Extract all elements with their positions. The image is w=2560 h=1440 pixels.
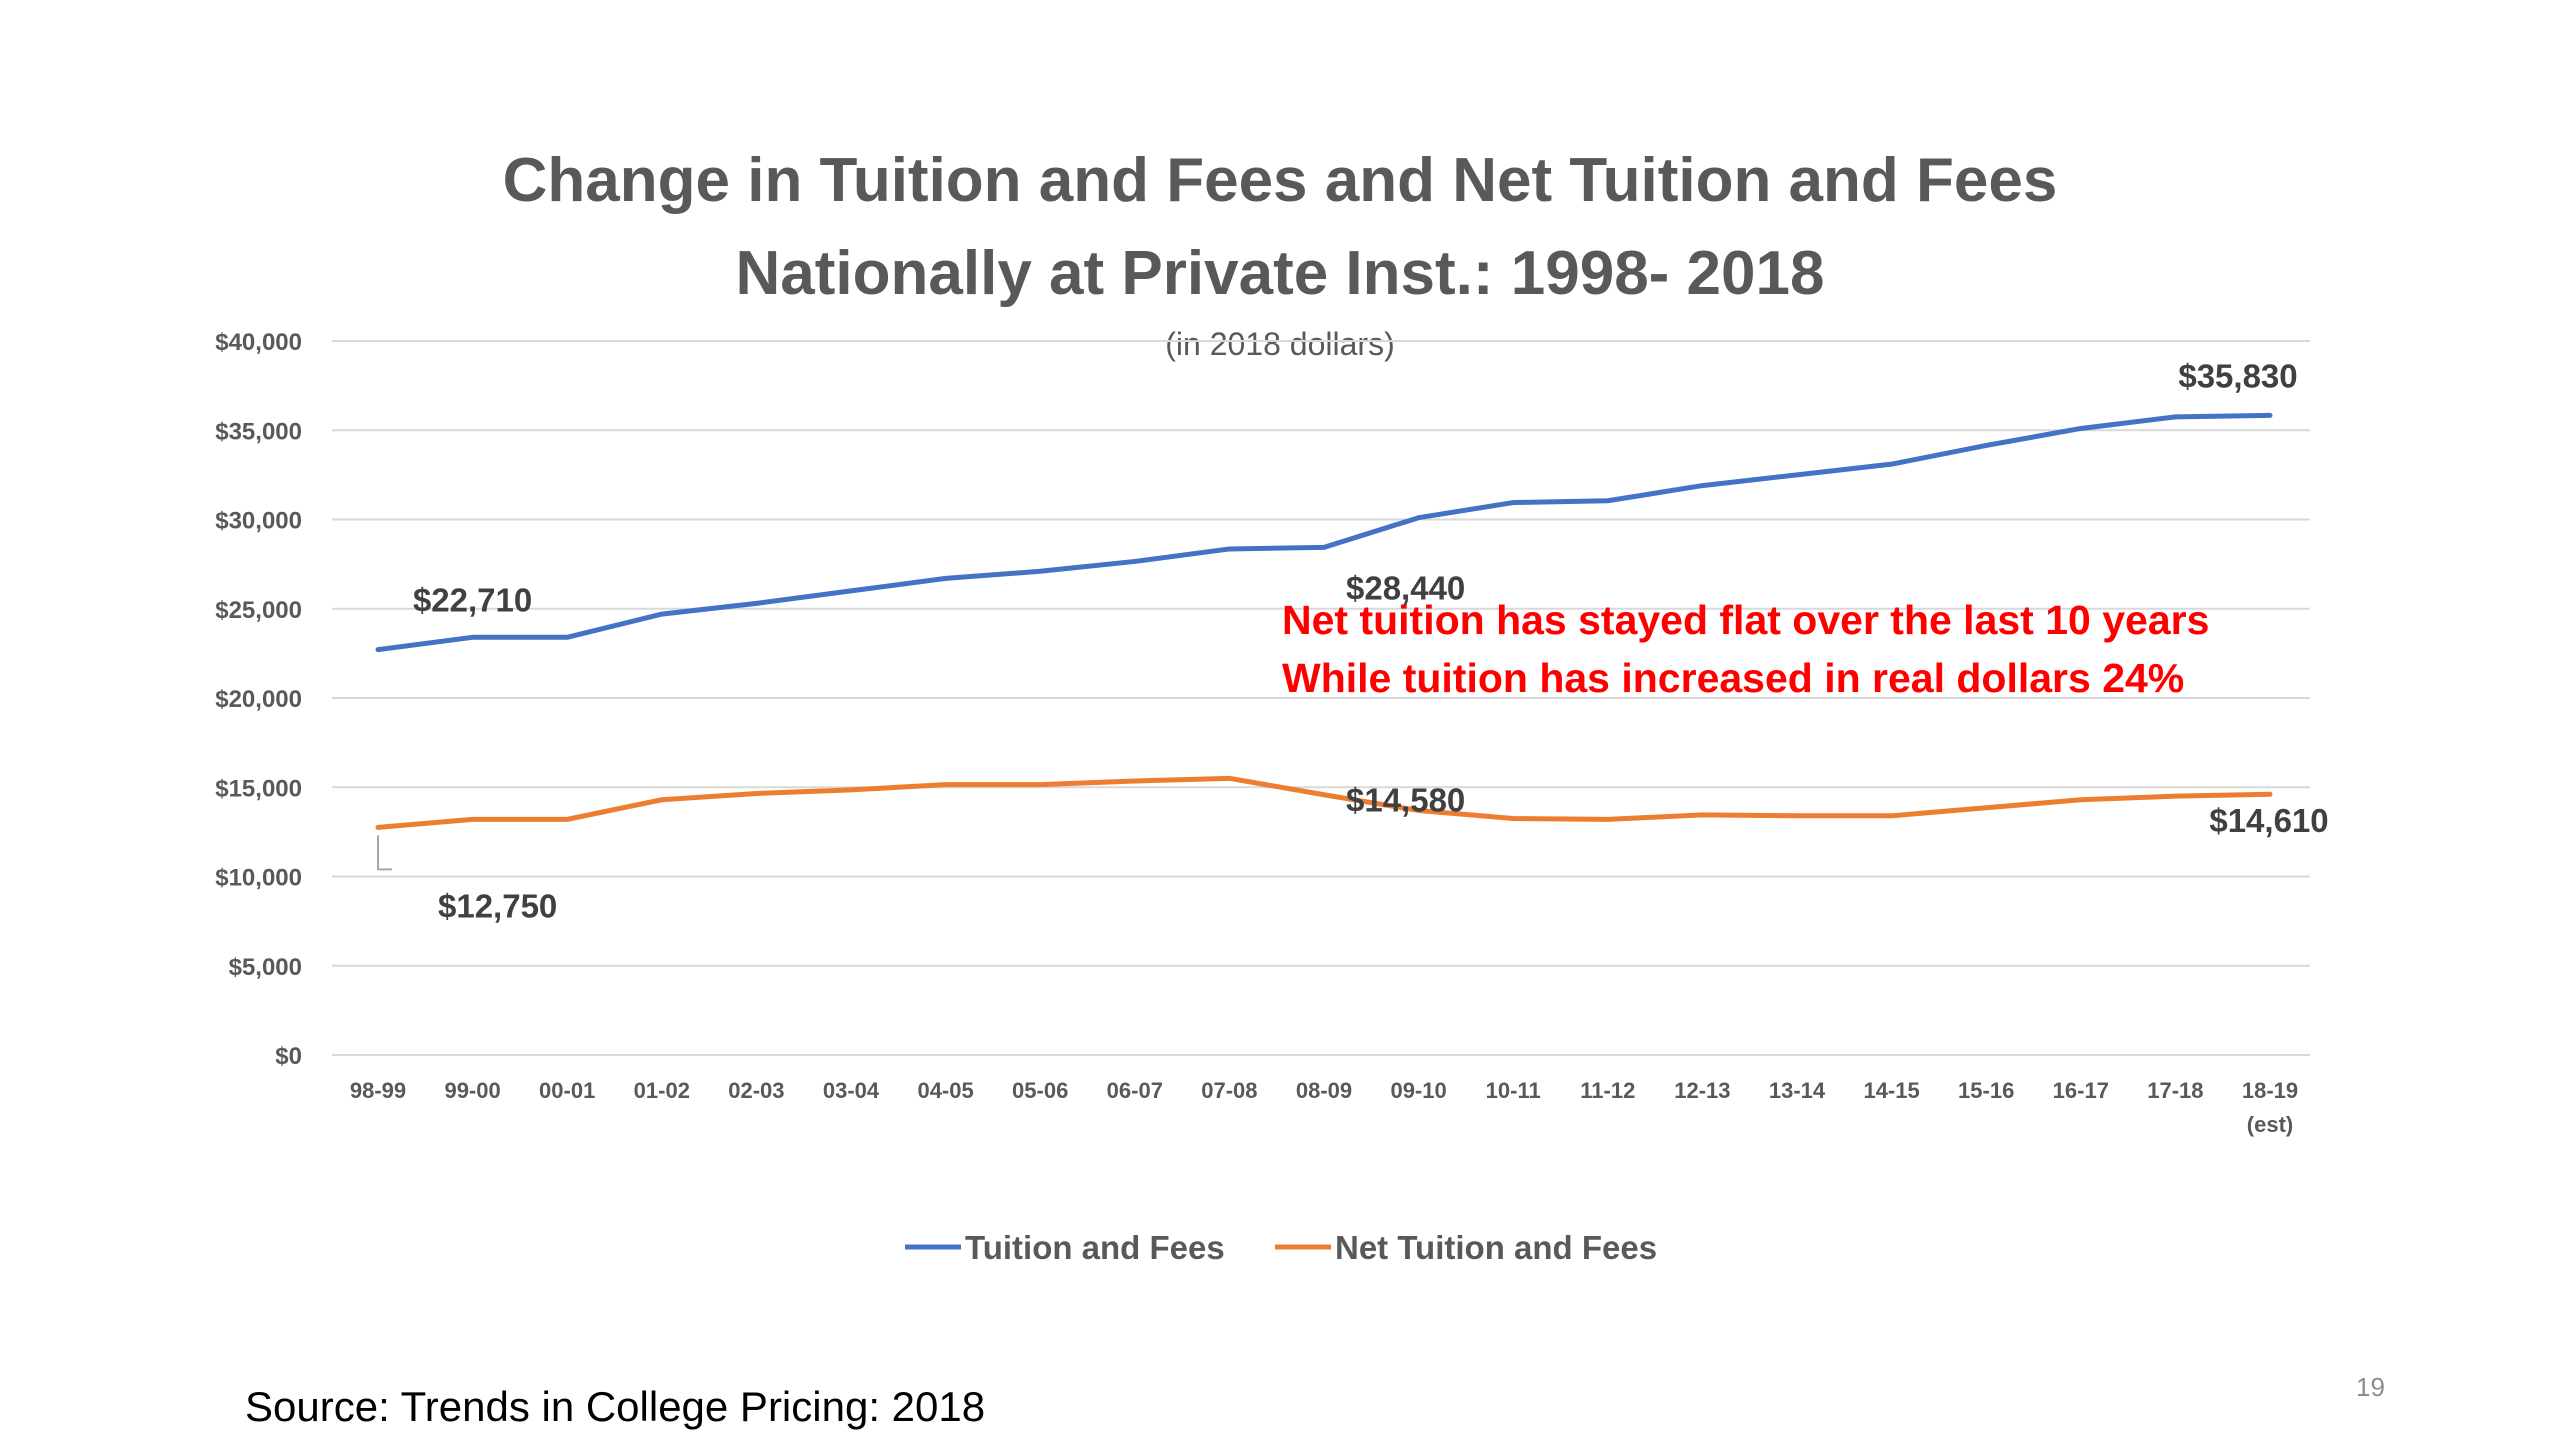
- x-tick-sublabel: (est): [2247, 1112, 2293, 1137]
- x-axis-labels: 98-99 99-00 00-01 01-02 02-03 03-04 04-05 05-06…: [350, 1078, 2298, 1137]
- x-tick-label: 11-12: [1580, 1078, 1635, 1103]
- x-tick-label: 13-14: [1769, 1078, 1826, 1103]
- chart-title-line-1: Change in Tuition and Fees and Net Tuiti…: [502, 146, 2058, 215]
- y-axis-labels: $0 $5,000 $10,000 $15,000 $20,000 $25,000 $30,…: [215, 329, 302, 1070]
- series-lines: [375, 412, 2273, 830]
- x-tick-label: 09-10: [1390, 1078, 1446, 1103]
- series-line-2: [375, 775, 2273, 830]
- legend-label-1: Tuition and Fees: [965, 1229, 1225, 1266]
- x-tick-label: 06-07: [1107, 1078, 1163, 1103]
- x-tick-label: 16-17: [2053, 1078, 2109, 1103]
- page-number: 19: [2356, 1372, 2385, 1402]
- data-label: $14,580: [1346, 782, 1465, 819]
- chart-title-line-2: Nationally at Private Inst.: 1998- 2018: [735, 239, 1825, 308]
- y-tick-label: $10,000: [215, 865, 302, 892]
- source-note: Source: Trends in College Pricing: 2018: [245, 1383, 986, 1430]
- x-tick-label: 01-02: [634, 1078, 690, 1103]
- y-tick-label: $35,000: [215, 418, 302, 445]
- x-tick-label: 98-99: [350, 1078, 406, 1103]
- x-tick-label: 99-00: [444, 1078, 500, 1103]
- data-labels: $22,710 $28,440 $35,830 $12,750 $14,580 $14,6…: [377, 357, 2329, 924]
- x-tick-label: 07-08: [1201, 1078, 1257, 1103]
- x-tick-label: 04-05: [917, 1078, 973, 1103]
- legend-label-2: Net Tuition and Fees: [1335, 1229, 1657, 1266]
- leader-line: [377, 835, 392, 871]
- series-line-1: [375, 412, 2273, 653]
- y-tick-label: $25,000: [215, 597, 302, 624]
- x-tick-label: 15-16: [1958, 1078, 2014, 1103]
- x-tick-label: 17-18: [2147, 1078, 2203, 1103]
- x-tick-label: 10-11: [1486, 1078, 1541, 1103]
- x-tick-label: 05-06: [1012, 1078, 1068, 1103]
- x-tick-label: 03-04: [823, 1078, 880, 1103]
- data-label: $28,440: [1346, 569, 1465, 606]
- y-tick-label: $40,000: [215, 329, 302, 356]
- data-label: $22,710: [413, 581, 532, 618]
- y-tick-label: $30,000: [215, 508, 302, 535]
- x-tick-label: 18-19: [2242, 1078, 2298, 1103]
- x-tick-label: 12-13: [1674, 1078, 1730, 1103]
- data-label: $14,610: [2209, 802, 2328, 839]
- x-tick-label: 02-03: [728, 1078, 784, 1103]
- x-tick-label: 00-01: [539, 1078, 595, 1103]
- annotations: Net tuition has stayed flat over the las…: [1282, 597, 2209, 701]
- data-label: $12,750: [438, 887, 557, 924]
- chart-subtitle: (in 2018 dollars): [1165, 326, 1395, 362]
- legend: Tuition and Fees Net Tuition and Fees: [905, 1229, 1657, 1266]
- y-tick-label: $0: [275, 1043, 302, 1070]
- y-tick-label: $20,000: [215, 686, 302, 713]
- x-tick-label: 14-15: [1863, 1078, 1919, 1103]
- annotation-line-2: While tuition has increased in real doll…: [1282, 655, 2184, 701]
- y-tick-label: $15,000: [215, 775, 302, 802]
- x-tick-label: 08-09: [1296, 1078, 1352, 1103]
- y-tick-label: $5,000: [229, 954, 302, 981]
- data-label: $35,830: [2178, 357, 2297, 394]
- annotation-line-1: Net tuition has stayed flat over the las…: [1282, 597, 2209, 643]
- gridlines: [332, 340, 2310, 1056]
